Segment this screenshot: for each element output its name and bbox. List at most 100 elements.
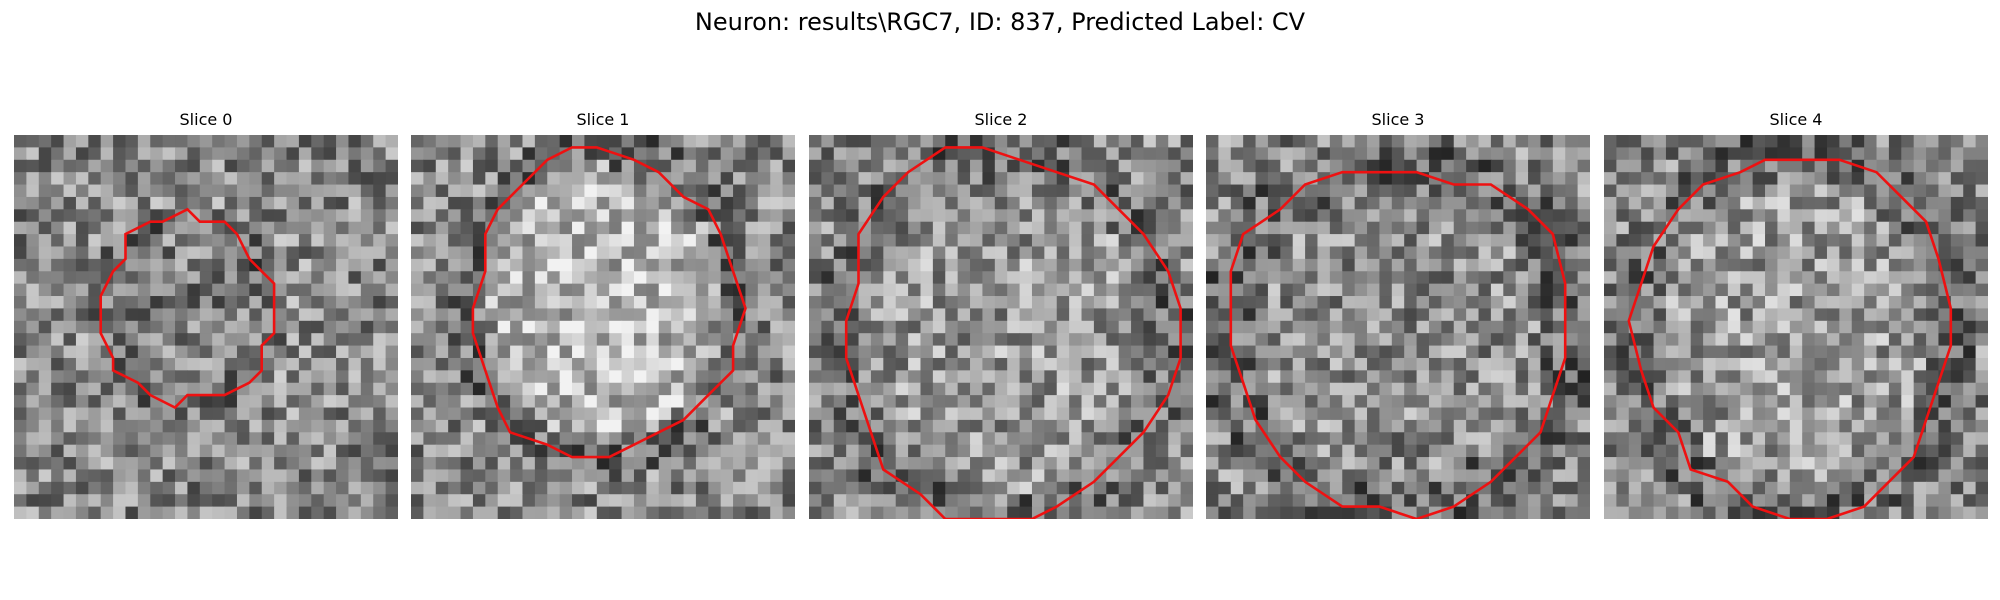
slice-pixel: [1367, 234, 1381, 248]
slice-pixel: [51, 419, 65, 433]
slice-pixel: [1540, 147, 1554, 161]
slice-pixel: [1168, 444, 1182, 458]
slice-pixel: [323, 234, 337, 248]
slice-pixel: [348, 357, 362, 371]
slice-pixel: [1604, 444, 1617, 458]
slice-pixel: [1056, 345, 1070, 359]
slice-pixel: [1007, 246, 1021, 260]
slice-pixel: [1131, 370, 1145, 384]
slice-pixel: [559, 382, 573, 396]
slice-pixel: [1131, 283, 1145, 297]
slice-pixel: [187, 333, 201, 347]
slice-pixel: [1441, 444, 1455, 458]
slice-pixel: [534, 172, 548, 186]
slice-pixel: [411, 333, 424, 347]
slice-pixel: [821, 407, 835, 421]
slice-pixel: [1888, 432, 1902, 446]
slice-pixel: [311, 370, 325, 384]
slice-pixel: [1577, 296, 1590, 310]
slice-pixel: [1913, 147, 1927, 161]
slice-pixel: [1876, 283, 1890, 297]
slice-pixel: [1802, 147, 1816, 161]
slice-pixel: [1106, 494, 1120, 508]
slice-pixel: [720, 135, 734, 148]
slice-pixel: [423, 209, 437, 223]
slice-pixel: [1938, 196, 1952, 210]
slice-pixel: [1577, 357, 1590, 371]
slice-pixel: [908, 135, 922, 148]
slice-pixel: [1292, 209, 1306, 223]
slice-pixel: [1876, 271, 1890, 285]
slice-pixel: [908, 234, 922, 248]
slice-pixel: [833, 469, 847, 483]
slice-pixel: [286, 320, 300, 334]
slice-pixel: [559, 419, 573, 433]
slice-pixel: [1665, 407, 1679, 421]
slice-pixel: [1069, 258, 1083, 272]
slice-pixel: [1441, 196, 1455, 210]
slice-pixel: [522, 147, 536, 161]
slice-pixel: [435, 457, 449, 471]
slice-pixel: [1329, 357, 1343, 371]
slice-pixel: [1515, 370, 1529, 384]
slice-pixel: [1901, 296, 1915, 310]
slice-pixel: [858, 370, 872, 384]
slice-pixel: [298, 147, 312, 161]
slice-pixel: [1528, 271, 1542, 285]
slice-pixel: [584, 345, 598, 359]
slice-pixel: [1292, 172, 1306, 186]
slice-pixel: [286, 345, 300, 359]
slice-pixel: [970, 234, 984, 248]
slice-pixel: [1678, 333, 1692, 347]
slice-pixel: [1416, 184, 1430, 198]
slice-pixel: [1168, 234, 1182, 248]
slice-pixel: [435, 469, 449, 483]
slice-pixel: [1466, 234, 1480, 248]
slice-pixel: [1752, 296, 1766, 310]
slice-pixel: [1453, 506, 1467, 519]
slice-pixel: [1938, 481, 1952, 495]
slice-pixel: [1703, 283, 1717, 297]
slice-pixel: [1653, 308, 1667, 322]
slice-pixel: [932, 271, 946, 285]
slice-pixel: [1093, 196, 1107, 210]
slice-pixel: [782, 469, 795, 483]
slice-pixel: [1093, 172, 1107, 186]
slice-pixel: [497, 395, 511, 409]
slice-pixel: [908, 370, 922, 384]
slice-pixel: [809, 221, 822, 235]
slice-pixel: [596, 357, 610, 371]
slice-pixel: [150, 196, 164, 210]
slice-pixel: [1703, 407, 1717, 421]
slice-pixel: [1106, 147, 1120, 161]
slice-pixel: [584, 370, 598, 384]
slice-pixel: [1168, 419, 1182, 433]
slice-pixel: [1019, 395, 1033, 409]
slice-pixel: [298, 258, 312, 272]
slice-pixel: [485, 159, 499, 173]
slice-pixel: [150, 271, 164, 285]
slice-pixel: [1056, 308, 1070, 322]
slice-pixel: [162, 432, 176, 446]
slice-pixel: [1056, 221, 1070, 235]
slice-pixel: [510, 296, 524, 310]
slice-pixel: [1243, 432, 1257, 446]
slice-pixel: [671, 333, 685, 347]
slice-pixel: [1765, 283, 1779, 297]
slice-pixel: [1616, 234, 1630, 248]
slice-pixel: [609, 419, 623, 433]
slice-pixel: [1727, 419, 1741, 433]
slice-pixel: [1081, 271, 1095, 285]
slice-pixel: [1255, 271, 1269, 285]
slice-pixel: [1678, 258, 1692, 272]
slice-pixel: [162, 457, 176, 471]
slice-pixel: [1665, 494, 1679, 508]
slice-pixel: [932, 333, 946, 347]
slice-pixel: [1404, 172, 1418, 186]
slice-pixel: [646, 357, 660, 371]
slice-pixel: [683, 196, 697, 210]
slice-pixel: [1851, 345, 1865, 359]
slice-pixel: [671, 432, 685, 446]
slice-pixel: [236, 159, 250, 173]
